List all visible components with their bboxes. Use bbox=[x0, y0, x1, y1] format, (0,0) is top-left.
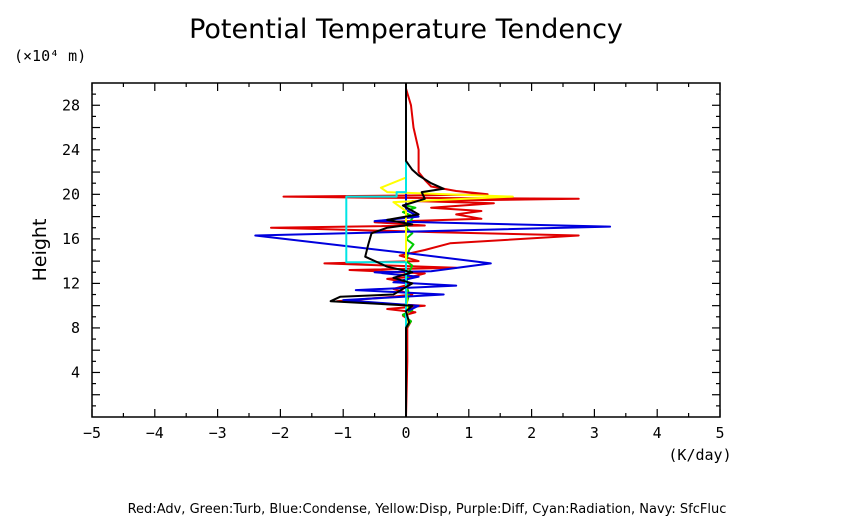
y-tick-label: 16 bbox=[62, 230, 80, 248]
x-tick-label: −1 bbox=[334, 424, 352, 442]
x-tick-label: −5 bbox=[83, 424, 101, 442]
x-tick-label: 3 bbox=[590, 424, 599, 442]
chart-title: Potential Temperature Tendency bbox=[189, 14, 623, 45]
x-tick-label: −3 bbox=[209, 424, 227, 442]
series-line-sfcfluc bbox=[329, 83, 445, 417]
series-line-adv bbox=[270, 88, 580, 418]
x-tick-label: −2 bbox=[271, 424, 289, 442]
y-tick-label: 4 bbox=[71, 363, 80, 381]
legend-text: Red:Adv, Green:Turb, Blue:Condense, Yell… bbox=[128, 502, 727, 517]
x-axis-label: (K/day) bbox=[668, 446, 731, 464]
y-tick-label: 24 bbox=[62, 141, 80, 159]
y-tick-label: 8 bbox=[71, 319, 80, 337]
y-unit-label: (×10⁴ m) bbox=[14, 47, 86, 65]
x-tick-label: 0 bbox=[401, 424, 410, 442]
y-tick-label: 28 bbox=[62, 96, 80, 114]
x-tick-label: 1 bbox=[464, 424, 473, 442]
y-tick-label: 20 bbox=[62, 185, 80, 203]
y-tick-label: 12 bbox=[62, 274, 80, 292]
series-line-radiation bbox=[345, 83, 407, 417]
x-tick-label: −4 bbox=[146, 424, 164, 442]
y-axis-label: Height bbox=[29, 219, 51, 282]
x-tick-label: 5 bbox=[715, 424, 724, 442]
x-tick-label: 4 bbox=[653, 424, 662, 442]
series-line-condense bbox=[254, 83, 612, 417]
series-line-disp bbox=[379, 83, 514, 417]
x-tick-label: 2 bbox=[527, 424, 536, 442]
series-line-turb bbox=[401, 83, 417, 417]
